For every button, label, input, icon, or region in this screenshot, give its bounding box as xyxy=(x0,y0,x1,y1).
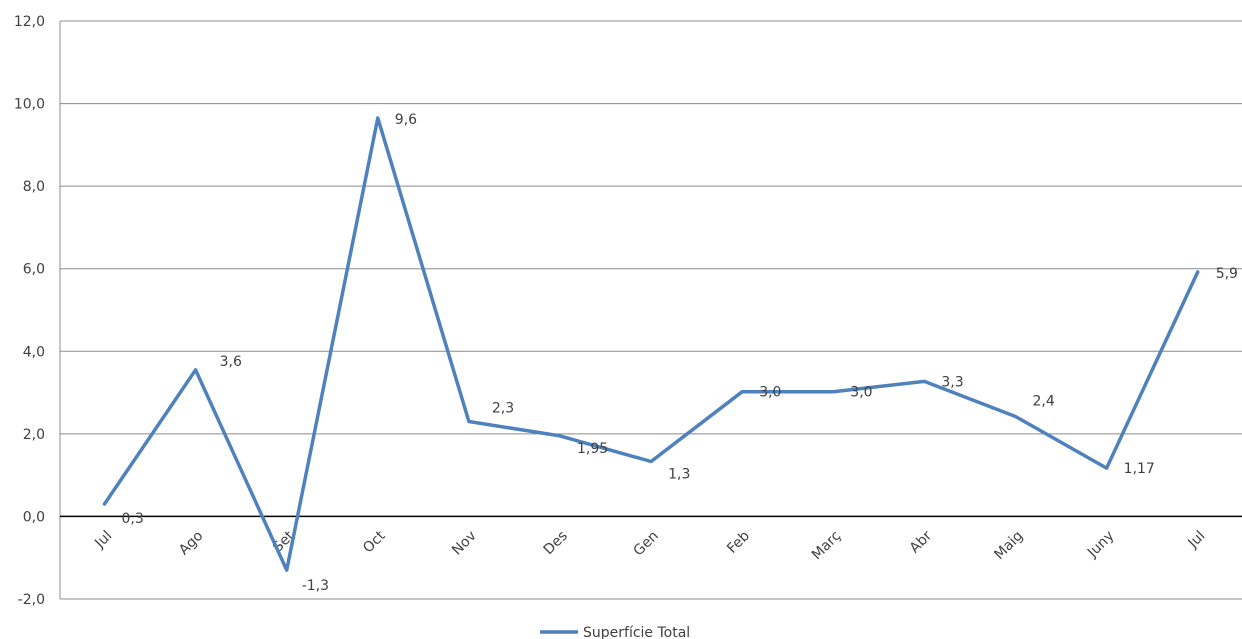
x-tick-label: Feb xyxy=(724,528,753,557)
data-label: 3,6 xyxy=(220,354,242,370)
legend-label: Superfície Total xyxy=(583,625,690,639)
y-tick-label: 8,0 xyxy=(23,179,45,195)
series-layer xyxy=(102,116,1200,572)
y-tick-label: 10,0 xyxy=(14,97,45,113)
series-line xyxy=(102,116,1200,572)
y-tick-label: 6,0 xyxy=(23,262,45,278)
data-label: 3,0 xyxy=(850,385,872,401)
x-axis-ticks: Jul Ago Set Oct Nov Des Gen Feb Març Abr Maig Juny J… xyxy=(91,528,1208,564)
data-label: 2,4 xyxy=(1033,394,1055,410)
x-tick-label: Nov xyxy=(449,528,480,559)
x-tick-label: Des xyxy=(541,528,571,558)
legend: Superfície Total xyxy=(540,625,690,639)
data-label: 3,0 xyxy=(759,385,781,401)
x-tick-label: Març xyxy=(809,528,844,563)
y-tick-label: 0,0 xyxy=(23,509,45,525)
data-label: 5,9 xyxy=(1216,266,1238,282)
data-labels: 0,3 3,6 -1,3 9,6 2,3 1,95 1,3 3,0 3,0 3,3 2,4 1,17 5… xyxy=(122,112,1238,594)
x-tick-label: Maig xyxy=(991,528,1026,563)
data-label: 3,3 xyxy=(941,374,963,390)
y-tick-label: -2,0 xyxy=(18,592,45,608)
y-tick-label: 2,0 xyxy=(23,427,45,443)
data-label: 9,6 xyxy=(395,112,417,128)
x-tick-label: Gen xyxy=(631,528,662,559)
data-label: 1,95 xyxy=(577,441,608,457)
y-tick-label: 12,0 xyxy=(14,14,45,30)
data-label: 2,3 xyxy=(492,400,514,416)
y-axis-ticks: -2,0 0,0 2,0 4,0 6,0 8,0 10,0 12,0 xyxy=(14,14,45,608)
data-label: 0,3 xyxy=(122,511,144,527)
y-tick-label: 4,0 xyxy=(23,344,45,360)
data-label: -1,3 xyxy=(302,578,329,594)
data-label: 1,3 xyxy=(668,467,690,483)
x-tick-label: Jul xyxy=(91,528,115,552)
gridlines xyxy=(59,20,1242,600)
x-tick-label: Jul xyxy=(1185,528,1209,552)
x-tick-label: Abr xyxy=(907,528,936,557)
data-label: 1,17 xyxy=(1124,461,1155,477)
x-tick-label: Oct xyxy=(360,528,389,557)
x-tick-label: Ago xyxy=(176,528,206,558)
x-tick-label: Juny xyxy=(1084,528,1117,561)
